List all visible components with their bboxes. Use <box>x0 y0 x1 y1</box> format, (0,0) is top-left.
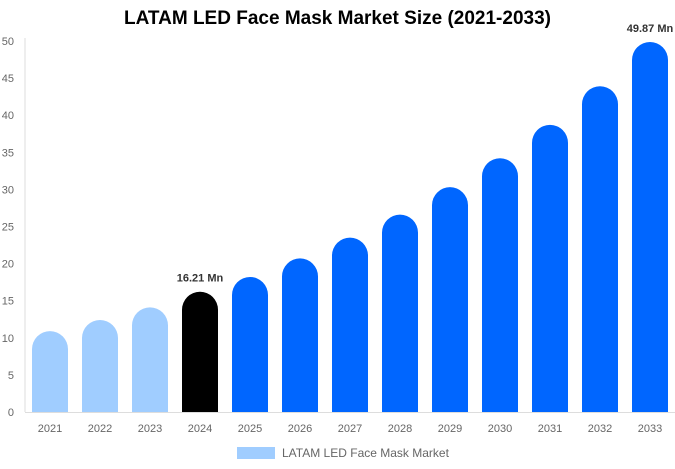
x-tick-label: 2030 <box>488 423 512 435</box>
data-label: 16.21 Mn <box>177 273 224 285</box>
legend[interactable]: LATAM LED Face Mask Market <box>237 446 449 460</box>
x-tick-label: 2023 <box>138 423 162 435</box>
x-tick-label: 2029 <box>438 423 462 435</box>
y-tick-label: 30 <box>2 184 14 196</box>
bar-2032 <box>582 86 618 412</box>
bar-2029 <box>432 187 468 412</box>
y-tick-label: 10 <box>2 333 14 345</box>
x-tick-label: 2024 <box>188 423 212 435</box>
y-tick-label: 5 <box>8 370 14 382</box>
legend-swatch <box>237 447 275 459</box>
y-tick-label: 0 <box>8 407 14 419</box>
y-tick-label: 35 <box>2 147 14 159</box>
data-label: 49.87 Mn <box>627 23 674 35</box>
y-tick-label: 40 <box>2 110 14 122</box>
bar-2033 <box>632 41 668 413</box>
x-tick-label: 2022 <box>88 423 112 435</box>
legend-label: LATAM LED Face Mask Market <box>282 446 449 460</box>
bar-2023 <box>132 307 168 412</box>
bar-2021 <box>32 331 68 412</box>
x-tick-label: 2031 <box>538 423 562 435</box>
bar-2028 <box>382 214 418 412</box>
bar-2024 <box>182 291 218 412</box>
bar-2026 <box>282 258 318 412</box>
x-tick-label: 2026 <box>288 423 312 435</box>
bar-2027 <box>332 237 368 412</box>
y-tick-label: 15 <box>2 296 14 308</box>
y-tick-label: 45 <box>2 73 14 85</box>
y-tick-label: 50 <box>2 36 14 48</box>
x-tick-label: 2032 <box>588 423 612 435</box>
x-tick-label: 2033 <box>638 423 662 435</box>
bar-2025 <box>232 276 268 412</box>
x-tick-label: 2028 <box>388 423 412 435</box>
chart-title: LATAM LED Face Mask Market Size (2021-20… <box>124 8 551 29</box>
x-tick-label: 2027 <box>338 423 362 435</box>
x-tick-label: 2021 <box>38 423 62 435</box>
bar-2031 <box>532 124 568 412</box>
bar-2030 <box>482 158 518 412</box>
y-tick-label: 25 <box>2 222 14 234</box>
x-tick-label: 2025 <box>238 423 262 435</box>
y-tick-label: 20 <box>2 259 14 271</box>
bar-2022 <box>82 319 118 412</box>
